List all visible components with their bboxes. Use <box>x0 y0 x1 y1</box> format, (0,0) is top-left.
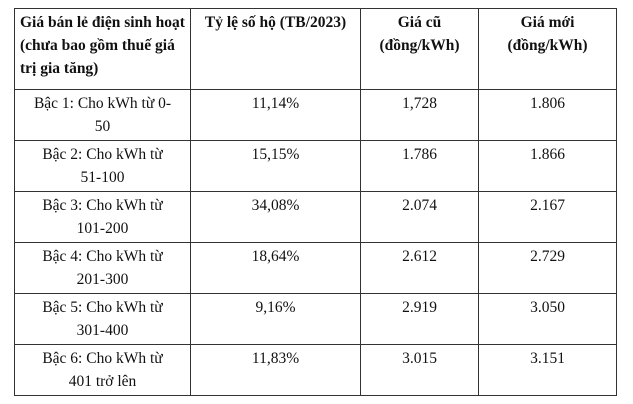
table-cell: 34,08% <box>190 191 361 243</box>
table-cell: 1.806 <box>478 89 617 141</box>
header-cell: Giá bán lẻ điện sinh hoạt (chưa bao gồm … <box>14 8 191 90</box>
header-cell: Giá mới (đồng/kWh) <box>478 8 617 90</box>
table-row: Bậc 5: Cho kWh từ 301-400 9,16% 2.919 3.050 <box>14 293 617 345</box>
table-cell: 3.151 <box>478 344 617 396</box>
table-cell: Bậc 3: Cho kWh từ 101-200 <box>14 191 191 243</box>
table-cell: 2.074 <box>360 191 479 243</box>
table-row: Bậc 3: Cho kWh từ 101-200 34,08% 2.074 2.16… <box>14 191 617 243</box>
table-cell: 2.919 <box>360 293 479 345</box>
table-cell: 11,14% <box>190 89 361 141</box>
table-cell: 9,16% <box>190 293 361 345</box>
table-row: Bậc 2: Cho kWh từ 51-100 15,15% 1.786 1.866 <box>14 140 617 192</box>
table-cell: Bậc 4: Cho kWh từ 201-300 <box>14 242 191 294</box>
table-cell: 1.866 <box>478 140 617 192</box>
table-cell: 11,83% <box>190 344 361 396</box>
table-body: Bậc 1: Cho kWh từ 0-50 11,14% 1,728 1.806 Bậ… <box>14 89 617 396</box>
table-cell: Bậc 1: Cho kWh từ 0-50 <box>14 89 191 141</box>
header-cell: Tỷ lệ số hộ (TB/2023) <box>190 8 361 90</box>
table-row: Bậc 1: Cho kWh từ 0-50 11,14% 1,728 1.806 <box>14 89 617 141</box>
tier-label: Bậc 1: Cho kWh từ 0-50 <box>33 95 172 135</box>
table-cell: 2.167 <box>478 191 617 243</box>
table-cell: 18,64% <box>190 242 361 294</box>
table-row: Bậc 4: Cho kWh từ 201-300 18,64% 2.612 2.72… <box>14 242 617 294</box>
tier-label: Bậc 4: Cho kWh từ 201-300 <box>42 248 163 288</box>
tier-label: Bậc 6: Cho kWh từ 401 trở lên <box>42 350 163 390</box>
header-cell: Giá cũ (đồng/kWh) <box>360 8 479 90</box>
table-cell: Bậc 5: Cho kWh từ 301-400 <box>14 293 191 345</box>
tier-label: Bậc 5: Cho kWh từ 301-400 <box>42 299 163 339</box>
table-cell: 3.050 <box>478 293 617 345</box>
table-cell: 2.612 <box>360 242 479 294</box>
table-cell: 15,15% <box>190 140 361 192</box>
table-cell: 1,728 <box>360 89 479 141</box>
table-cell: 2.729 <box>478 242 617 294</box>
table-row: Bậc 6: Cho kWh từ 401 trở lên 11,83% 3.015… <box>14 344 617 396</box>
tier-label: Bậc 2: Cho kWh từ 51-100 <box>42 146 163 186</box>
table-cell: 1.786 <box>360 140 479 192</box>
header-row: Giá bán lẻ điện sinh hoạt (chưa bao gồm … <box>14 8 617 90</box>
table-cell: 3.015 <box>360 344 479 396</box>
price-table: Giá bán lẻ điện sinh hoạt (chưa bao gồm … <box>14 8 617 396</box>
table-cell: Bậc 6: Cho kWh từ 401 trở lên <box>14 344 191 396</box>
tier-label: Bậc 3: Cho kWh từ 101-200 <box>42 197 163 237</box>
table-cell: Bậc 2: Cho kWh từ 51-100 <box>14 140 191 192</box>
